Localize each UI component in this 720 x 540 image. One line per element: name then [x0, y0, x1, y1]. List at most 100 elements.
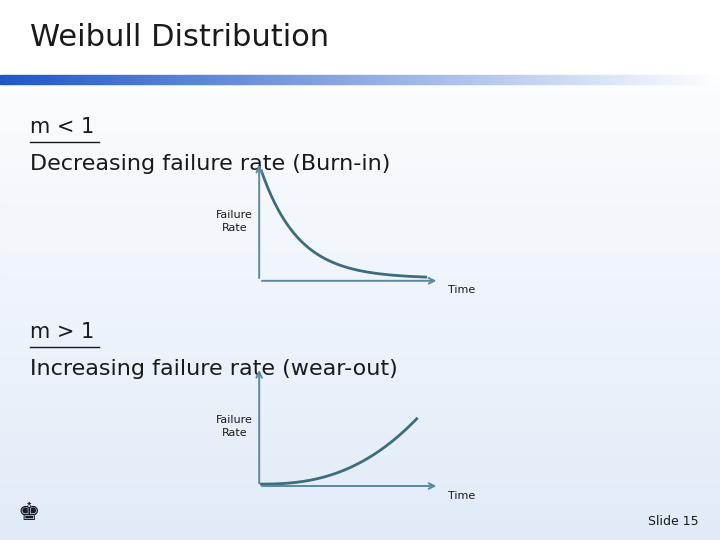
Bar: [634, 75, 636, 84]
Bar: [0, 108, 720, 111]
Bar: [135, 75, 137, 84]
Bar: [0, 0, 720, 3]
Bar: [617, 75, 619, 84]
Bar: [646, 75, 648, 84]
Bar: [189, 75, 192, 84]
Bar: [0, 462, 720, 464]
Bar: [0, 176, 720, 178]
Bar: [290, 75, 293, 84]
Bar: [0, 86, 720, 89]
Bar: [38, 75, 41, 84]
Bar: [274, 75, 276, 84]
Bar: [343, 75, 346, 84]
Bar: [398, 75, 401, 84]
Bar: [245, 75, 247, 84]
Bar: [166, 75, 168, 84]
Bar: [0, 456, 720, 459]
Bar: [115, 75, 117, 84]
Bar: [711, 75, 713, 84]
Bar: [127, 75, 130, 84]
Bar: [0, 51, 720, 54]
Bar: [389, 75, 391, 84]
Bar: [574, 75, 576, 84]
Bar: [230, 75, 233, 84]
Bar: [693, 75, 696, 84]
Bar: [0, 124, 720, 127]
Bar: [374, 75, 377, 84]
Bar: [0, 243, 720, 246]
Bar: [355, 75, 358, 84]
Bar: [401, 75, 403, 84]
Bar: [679, 75, 682, 84]
Bar: [583, 75, 585, 84]
Bar: [593, 75, 595, 84]
Bar: [48, 75, 50, 84]
Bar: [333, 75, 336, 84]
Bar: [0, 148, 720, 151]
Bar: [0, 278, 720, 281]
Bar: [495, 75, 497, 84]
Bar: [58, 75, 60, 84]
Bar: [614, 75, 617, 84]
Bar: [506, 75, 509, 84]
Bar: [0, 22, 720, 24]
Bar: [9, 75, 12, 84]
Bar: [0, 340, 720, 343]
Bar: [153, 75, 156, 84]
Bar: [0, 351, 720, 354]
Bar: [653, 75, 655, 84]
Bar: [269, 75, 271, 84]
Bar: [0, 200, 720, 202]
Bar: [0, 305, 720, 308]
Bar: [0, 489, 720, 491]
Bar: [132, 75, 135, 84]
Bar: [125, 75, 127, 84]
Bar: [0, 400, 720, 402]
Bar: [0, 38, 720, 40]
Bar: [108, 75, 110, 84]
Bar: [297, 75, 300, 84]
Bar: [358, 75, 360, 84]
Bar: [113, 75, 115, 84]
Bar: [0, 73, 720, 76]
Bar: [0, 221, 720, 224]
Bar: [578, 75, 581, 84]
Bar: [394, 75, 396, 84]
Text: Increasing failure rate (wear-out): Increasing failure rate (wear-out): [30, 359, 398, 379]
Bar: [497, 75, 499, 84]
Bar: [0, 386, 720, 389]
Text: Slide 15: Slide 15: [648, 515, 698, 528]
Bar: [0, 440, 720, 443]
Bar: [81, 75, 84, 84]
Bar: [0, 62, 720, 65]
Bar: [521, 75, 523, 84]
Bar: [585, 75, 588, 84]
Bar: [691, 75, 693, 84]
Bar: [0, 475, 720, 478]
Bar: [624, 75, 626, 84]
Bar: [403, 75, 405, 84]
Bar: [0, 54, 720, 57]
Bar: [636, 75, 639, 84]
Bar: [0, 432, 720, 435]
Bar: [384, 75, 387, 84]
Bar: [660, 75, 662, 84]
Bar: [103, 75, 106, 84]
Bar: [77, 75, 79, 84]
Bar: [0, 329, 720, 332]
Bar: [0, 302, 720, 305]
Bar: [7, 75, 9, 84]
Bar: [0, 146, 720, 148]
Bar: [283, 75, 286, 84]
Bar: [214, 75, 216, 84]
Bar: [408, 75, 410, 84]
Bar: [0, 343, 720, 346]
Bar: [415, 75, 418, 84]
Bar: [99, 75, 101, 84]
Bar: [439, 75, 441, 84]
Bar: [581, 75, 583, 84]
Bar: [175, 75, 178, 84]
Bar: [0, 240, 720, 243]
Bar: [0, 346, 720, 348]
Bar: [86, 75, 89, 84]
